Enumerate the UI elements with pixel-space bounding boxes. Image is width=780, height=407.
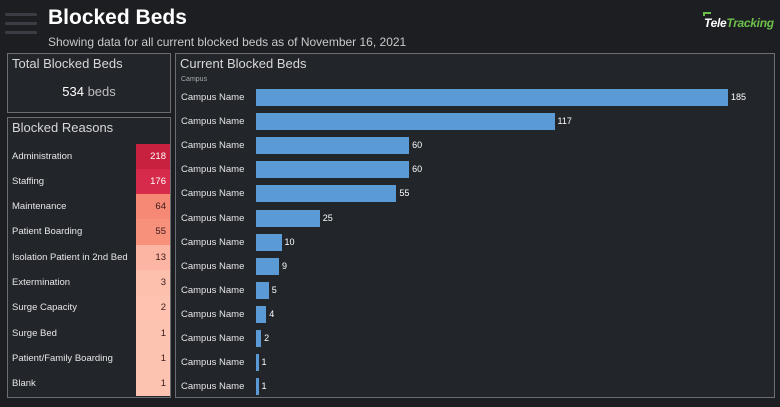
total-value: 534 beds bbox=[8, 84, 170, 99]
bar-value-label: 1 bbox=[261, 357, 267, 368]
reason-label: Isolation Patient in 2nd Bed bbox=[12, 251, 128, 263]
page-title: Blocked Beds bbox=[48, 6, 187, 29]
reason-row[interactable]: Extermination 3 bbox=[8, 270, 170, 296]
reason-row[interactable]: Staffing 176 bbox=[8, 168, 170, 195]
reason-label: Surge Capacity bbox=[12, 302, 77, 314]
reason-row[interactable]: Blank 1 bbox=[8, 371, 170, 397]
bar[interactable] bbox=[256, 354, 259, 372]
campus-label: Campus Name bbox=[181, 212, 245, 224]
teletracking-logo-mark bbox=[703, 12, 711, 16]
logo-text-tracking: Tracking bbox=[726, 16, 774, 30]
reason-value: 2 bbox=[136, 295, 170, 321]
campus-label: Campus Name bbox=[181, 260, 245, 272]
total-unit: beds bbox=[87, 84, 116, 99]
bar[interactable] bbox=[256, 233, 282, 251]
total-blocked-beds-panel: Total Blocked Beds 534 beds bbox=[7, 53, 171, 113]
bar[interactable] bbox=[256, 305, 267, 323]
campus-label: Campus Name bbox=[181, 164, 245, 176]
reasons-panel-title: Blocked Reasons bbox=[12, 120, 114, 135]
campus-label: Campus Name bbox=[181, 284, 245, 296]
reason-row[interactable]: Patient/Family Boarding 1 bbox=[8, 345, 170, 372]
reason-label: Surge Bed bbox=[12, 327, 57, 339]
bar[interactable] bbox=[256, 185, 397, 203]
reason-label: Staffing bbox=[12, 175, 45, 187]
bar-value-label: 117 bbox=[557, 116, 572, 127]
bar[interactable] bbox=[256, 137, 410, 155]
campus-label: Campus Name bbox=[181, 333, 245, 344]
campus-label: Campus Name bbox=[181, 188, 245, 200]
reason-row[interactable]: Isolation Patient in 2nd Bed 13 bbox=[8, 244, 170, 270]
reason-label: Blank bbox=[12, 378, 36, 390]
menu-icon[interactable] bbox=[5, 11, 37, 37]
reason-value: 64 bbox=[136, 194, 170, 220]
bar-value-label: 4 bbox=[269, 308, 275, 319]
bar[interactable] bbox=[256, 257, 279, 275]
blocked-reasons-panel: Blocked Reasons Administration 218 Staffin… bbox=[7, 117, 171, 398]
bar-value-label: 60 bbox=[412, 140, 423, 151]
bar-value-label: 5 bbox=[271, 284, 277, 295]
reason-label: Extermination bbox=[12, 277, 71, 288]
current-blocked-beds-panel: Current Blocked Beds Campus Campus Name 1… bbox=[175, 53, 775, 398]
reason-value: 13 bbox=[136, 244, 170, 270]
reason-value: 1 bbox=[136, 371, 170, 397]
reason-row[interactable]: Maintenance 64 bbox=[8, 194, 170, 220]
page-subtitle: Showing data for all current blocked bed… bbox=[48, 35, 407, 49]
reason-row[interactable]: Surge Capacity 2 bbox=[8, 295, 170, 321]
chart-axis-title: Campus bbox=[181, 76, 208, 83]
campus-label: Campus Name bbox=[181, 140, 245, 152]
campus-label: Campus Name bbox=[181, 116, 245, 128]
campus-label: Campus Name bbox=[181, 357, 245, 369]
bar[interactable] bbox=[256, 281, 269, 299]
reason-value: 55 bbox=[136, 219, 170, 245]
campus-label: Campus Name bbox=[181, 92, 245, 103]
bar-value-label: 1 bbox=[261, 381, 267, 392]
bar[interactable] bbox=[256, 89, 728, 106]
bar[interactable] bbox=[256, 330, 262, 347]
bar[interactable] bbox=[256, 113, 555, 131]
reason-label: Patient Boarding bbox=[12, 226, 83, 238]
reason-row[interactable]: Surge Bed 1 bbox=[8, 320, 170, 346]
reason-label: Maintenance bbox=[12, 201, 67, 213]
bar-value-label: 25 bbox=[322, 212, 333, 223]
campus-label: Campus Name bbox=[181, 381, 245, 393]
teletracking-logo: TeleTracking bbox=[704, 16, 774, 30]
reason-label: Patient/Family Boarding bbox=[12, 352, 113, 364]
logo-text-tele: Tele bbox=[704, 16, 727, 30]
reason-value: 176 bbox=[136, 168, 170, 195]
bar-value-label: 60 bbox=[412, 164, 423, 175]
campus-label: Campus Name bbox=[181, 308, 245, 320]
reason-row[interactable]: Administration 218 bbox=[8, 143, 170, 169]
reason-value: 218 bbox=[136, 143, 170, 169]
reason-value: 1 bbox=[136, 320, 170, 346]
bar[interactable] bbox=[256, 161, 410, 179]
bar-value-label: 55 bbox=[399, 188, 410, 199]
campus-label: Campus Name bbox=[181, 236, 245, 248]
reason-row[interactable]: Patient Boarding 55 bbox=[8, 219, 170, 245]
chart-title: Current Blocked Beds bbox=[180, 56, 307, 71]
bar-value-label: 2 bbox=[264, 333, 270, 343]
bar[interactable] bbox=[256, 378, 259, 396]
total-panel-title: Total Blocked Beds bbox=[12, 56, 123, 71]
reason-label: Administration bbox=[12, 150, 73, 162]
reason-value: 1 bbox=[136, 345, 170, 372]
total-number: 534 bbox=[62, 84, 84, 99]
bar[interactable] bbox=[256, 209, 320, 227]
bar-value-label: 10 bbox=[284, 236, 295, 247]
reason-value: 3 bbox=[136, 270, 170, 296]
bar-value-label: 9 bbox=[281, 260, 287, 271]
bar-value-label: 185 bbox=[731, 92, 747, 102]
